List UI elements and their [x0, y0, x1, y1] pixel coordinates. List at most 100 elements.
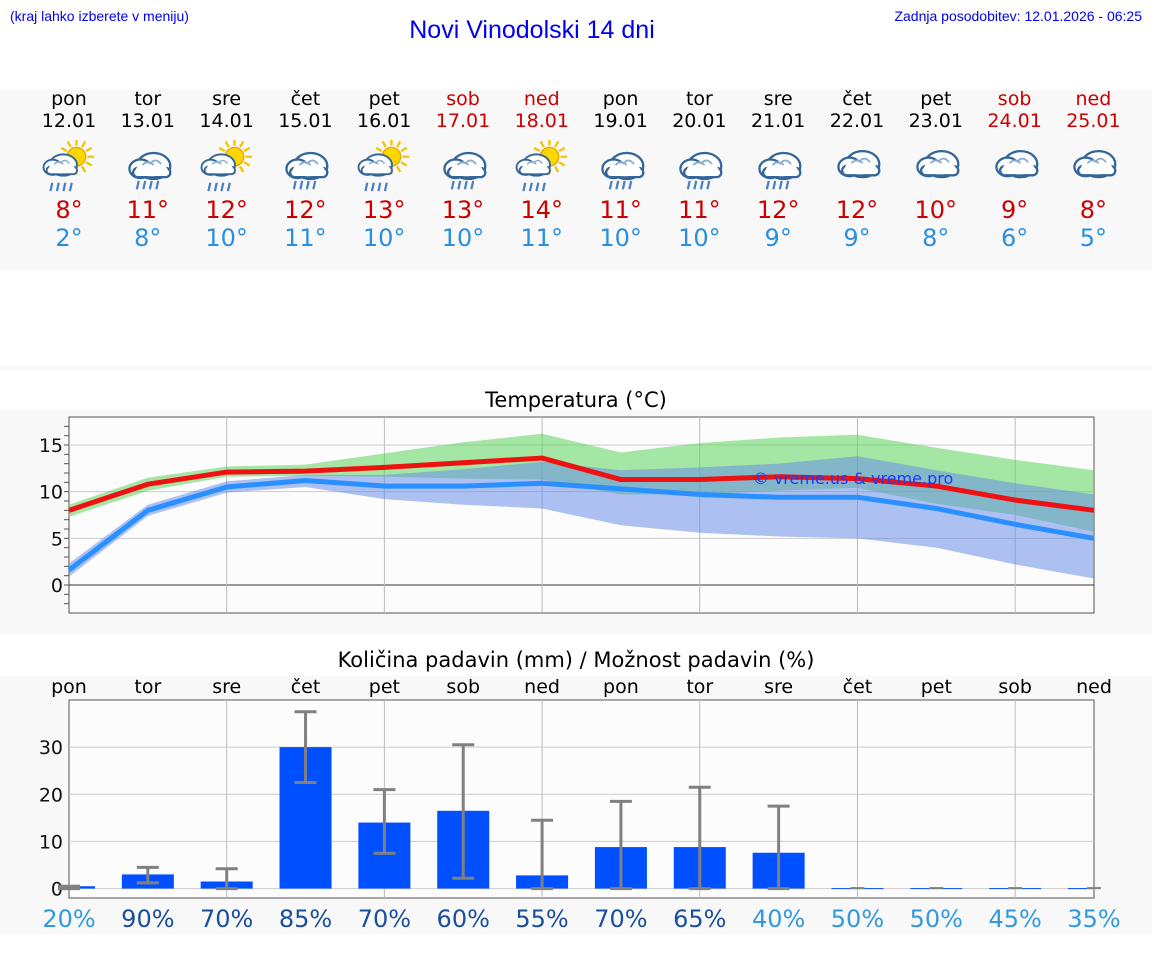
- max-temperature: 11°: [126, 196, 170, 224]
- min-temperature: 11°: [284, 224, 327, 252]
- max-temperature: 13°: [441, 196, 485, 224]
- error-bar: [452, 743, 475, 880]
- day-date: 23.01: [908, 110, 963, 132]
- day-date: 15.01: [278, 110, 333, 132]
- error-bar: [688, 785, 711, 891]
- precipitation-probability: 20%: [42, 905, 95, 933]
- day-label: ned: [1076, 676, 1112, 698]
- precipitation-probability: 50%: [831, 905, 884, 933]
- min-temperature: 9°: [843, 224, 871, 252]
- cloud-icon: [994, 149, 1039, 179]
- day-date: 22.01: [829, 110, 885, 132]
- min-temperature: 10°: [599, 224, 642, 252]
- day-name: tor: [685, 88, 713, 110]
- error-bar: [294, 710, 317, 784]
- day-name: sre: [763, 88, 793, 110]
- error-bar: [58, 884, 80, 891]
- day-date: 17.01: [435, 110, 491, 132]
- precipitation-bar: [1068, 888, 1094, 890]
- location-hint: (kraj lahko izberete v meniju): [10, 8, 189, 24]
- precipitation-probability: 55%: [515, 905, 568, 933]
- min-temperature: 10°: [362, 224, 406, 252]
- error-bar: [609, 799, 632, 891]
- day-name: tor: [134, 88, 162, 110]
- min-temperature-range: [69, 456, 1094, 579]
- y-tick-label: 15: [39, 435, 63, 457]
- day-name: pet: [368, 88, 400, 110]
- day-label: čet: [291, 676, 321, 698]
- forecast-day: sre 21.01 12° 9°: [738, 88, 818, 252]
- day-label: pet: [921, 676, 952, 698]
- day-label: čet: [843, 676, 873, 698]
- day-label: ned: [524, 676, 560, 698]
- day-name: ned: [1075, 88, 1112, 110]
- max-temperature: 12°: [835, 196, 879, 224]
- y-tick-label: 5: [51, 528, 63, 550]
- max-temperature: 12°: [205, 196, 248, 224]
- day-name: pon: [51, 88, 87, 110]
- forecast-day: pet 23.01 10° 8°: [896, 88, 976, 252]
- cloud-icon: [1073, 149, 1117, 179]
- forecast-day: sob 24.01 9° 6°: [975, 88, 1055, 252]
- precipitation-probability: 40%: [752, 905, 805, 933]
- precipitation-chart-title: Količina padavin (mm) / Možnost padavin …: [337, 648, 815, 672]
- y-tick-label: 0: [51, 879, 63, 901]
- max-temperature: 14°: [520, 196, 564, 224]
- precipitation-probability: 65%: [673, 905, 726, 933]
- day-date: 18.01: [514, 110, 569, 132]
- cloud-icon: [916, 149, 960, 179]
- sun-cloud-rain-icon: [357, 140, 410, 192]
- forecast-day: pet 16.01 13° 10°: [344, 88, 424, 252]
- day-date: 14.01: [199, 110, 254, 132]
- max-temperature: 9°: [1000, 196, 1029, 224]
- max-temperature: 13°: [362, 196, 406, 224]
- temperature-chart: 0 5 10 15 © vreme.us & vreme.pro: [39, 416, 1095, 614]
- forecast-day: čet 15.01 12° 11°: [265, 88, 345, 252]
- min-temperature: 11°: [520, 224, 564, 252]
- day-label: pet: [369, 676, 400, 698]
- day-date: 25.01: [1066, 110, 1121, 132]
- precipitation-probability: 90%: [121, 905, 174, 933]
- max-temperature: 12°: [284, 196, 327, 224]
- cloud-rain-icon: [128, 151, 172, 190]
- cloud-icon: [837, 149, 881, 179]
- precipitation-probability: 60%: [437, 905, 490, 933]
- error-bar: [373, 788, 396, 855]
- error-bar: [531, 818, 554, 891]
- precipitation-probability: 50%: [910, 905, 963, 933]
- error-bar: [767, 804, 790, 891]
- precipitation-probability: 70%: [200, 905, 253, 933]
- day-name: sre: [212, 88, 242, 110]
- page-title: Novi Vinodolski 14 dni: [409, 16, 655, 44]
- sun-cloud-rain-icon: [515, 140, 567, 192]
- precipitation-chart: 0 10 20 30 pon tor sre čet pet sob ned pon tor sre čet…: [39, 676, 1121, 933]
- day-name: pon: [602, 88, 639, 110]
- precipitation-bar: [69, 886, 95, 889]
- precipitation-probability: 70%: [594, 905, 647, 933]
- y-tick-label: 20: [39, 784, 63, 806]
- min-temperature: 8°: [134, 224, 162, 252]
- day-date: 24.01: [987, 110, 1042, 132]
- day-name: čet: [842, 88, 872, 110]
- day-date: 19.01: [593, 110, 648, 132]
- min-temperature: 8°: [922, 224, 950, 252]
- day-date: 21.01: [750, 110, 806, 132]
- max-temperature: 11°: [678, 196, 721, 224]
- last-updated: Zadnja posodobitev: 12.01.2026 - 06:25: [894, 8, 1142, 24]
- cloud-rain-icon: [285, 151, 329, 190]
- divider: [0, 366, 1152, 370]
- forecast-day: sob 17.01 13° 10°: [423, 88, 503, 252]
- cloud-rain-icon: [679, 151, 723, 190]
- day-date: 20.01: [672, 110, 727, 132]
- min-temperature: 10°: [678, 224, 721, 252]
- min-temperature: 5°: [1079, 224, 1108, 252]
- min-temperature-line: [67, 477, 1095, 573]
- cloud-rain-icon: [443, 151, 487, 190]
- forecast-day: čet 22.01 12° 9°: [817, 88, 897, 252]
- max-temperature: 8°: [1079, 196, 1108, 224]
- cloud-rain-icon: [758, 151, 802, 190]
- day-label: sob: [998, 676, 1032, 698]
- min-temperature: 6°: [1000, 224, 1029, 252]
- day-label: tor: [134, 676, 161, 698]
- forecast-day: tor 20.01 11° 10°: [659, 88, 739, 252]
